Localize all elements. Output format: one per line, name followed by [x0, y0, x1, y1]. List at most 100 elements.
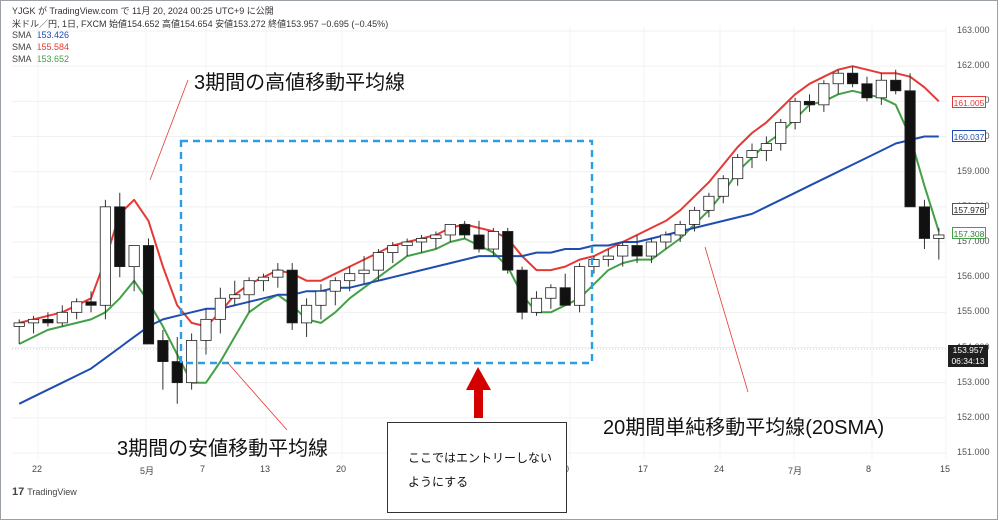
sma-value: 155.584 [36, 42, 70, 52]
candle [732, 154, 744, 186]
tv-mark-icon: 17 [12, 486, 25, 498]
leader-line [226, 361, 288, 431]
candle [545, 284, 557, 309]
candle [890, 69, 902, 95]
candle [631, 234, 643, 264]
candle [760, 136, 772, 162]
candle [56, 305, 68, 327]
candle [559, 273, 571, 306]
last-price-tag: 153.957 06:34:13 [948, 345, 988, 367]
candle [171, 336, 183, 404]
candle [617, 242, 629, 267]
y-tick-label: 163.000 [957, 25, 990, 35]
sma-value: 153.426 [36, 30, 70, 40]
sma-line [18, 65, 940, 328]
candle [502, 227, 514, 274]
candle [918, 199, 931, 250]
x-tick-label: 8 [866, 464, 872, 474]
green-sma-price-tag: 157.308 [952, 227, 986, 239]
publish-info: YJGK が TradingView.com で 11月 20, 2024 00… [12, 6, 274, 16]
candle [99, 199, 111, 320]
candle [487, 227, 499, 257]
candle [645, 238, 658, 264]
candle [329, 277, 341, 306]
sma-label: SMA [12, 42, 32, 52]
candle-price-tag: 157.976 [952, 203, 986, 215]
x-tick-label: 20 [336, 464, 347, 474]
x-tick-label: 17 [638, 464, 649, 474]
countdown: 06:34:13 [951, 356, 985, 366]
candle [415, 234, 428, 253]
sma-legend-red[interactable]: SMA 155.584 [12, 42, 69, 52]
candle [847, 66, 859, 88]
sma-legend-green[interactable]: SMA 153.652 [12, 54, 69, 64]
candle [746, 143, 758, 169]
candle [861, 76, 873, 102]
y-tick-label: 153.000 [957, 376, 990, 387]
candle [717, 175, 729, 204]
y-tick-label: 156.000 [957, 271, 990, 282]
candle [257, 273, 270, 292]
red-sma-price-tag: 161.005 [952, 96, 986, 108]
y-tick-label: 162.000 [957, 60, 990, 71]
candle [818, 80, 830, 112]
candle [387, 242, 399, 264]
candle [114, 192, 126, 278]
sma-line [18, 135, 939, 405]
candle [344, 266, 356, 292]
note-box: ここではエントリーしないようにする [387, 422, 567, 513]
candle [186, 333, 198, 390]
candle [229, 280, 241, 306]
y-tick-label: 152.000 [957, 411, 990, 422]
candle [286, 263, 298, 330]
candle [933, 227, 945, 260]
candle [272, 263, 284, 288]
last-price-value: 153.957 [952, 345, 984, 355]
candle [85, 291, 97, 313]
candle [803, 94, 816, 112]
candle [243, 277, 255, 313]
sma20-annotation: 20期間単純移動平均線(20SMA) [603, 417, 885, 439]
up-arrow-icon [466, 367, 491, 418]
candle [358, 256, 370, 285]
candle [832, 69, 844, 95]
candle [71, 298, 83, 320]
high-ma-annotation: 3期間の高値移動平均線 [194, 72, 406, 94]
candle [315, 284, 327, 320]
candle [660, 231, 672, 250]
candle [688, 206, 701, 232]
blue-sma-price-tag: 160.037 [952, 130, 986, 142]
leader-line [704, 246, 749, 393]
x-tick-label: 15 [940, 464, 951, 474]
candle [42, 312, 54, 327]
candle [401, 238, 413, 257]
candle [459, 220, 471, 239]
candle [27, 315, 40, 334]
candle [602, 249, 614, 267]
highlight-box [179, 139, 594, 365]
x-tick-label: 7月 [788, 466, 803, 476]
low-ma-annotation: 3期間の安値移動平均線 [117, 438, 329, 460]
x-tick-label: 7 [200, 464, 206, 474]
x-tick-label: 24 [714, 464, 725, 474]
y-tick-label: 155.000 [957, 306, 990, 317]
y-tick-label: 157.000 [957, 236, 990, 246]
candle [516, 266, 528, 320]
candle [588, 256, 600, 274]
candle [214, 287, 226, 334]
sma-legend-blue[interactable]: SMA 153.426 [12, 30, 69, 40]
candle [430, 231, 442, 250]
tradingview-logo[interactable]: 17 TradingView [12, 486, 77, 498]
candle [13, 319, 25, 344]
y-tick-label: 151.000 [957, 447, 990, 457]
candle [300, 298, 313, 337]
candle [530, 291, 543, 316]
candle [200, 308, 212, 355]
candle [775, 118, 787, 151]
candle [157, 329, 169, 390]
x-tick-label: 5月 [140, 466, 155, 476]
x-tick-label: 22 [32, 464, 43, 474]
candle [142, 238, 155, 345]
